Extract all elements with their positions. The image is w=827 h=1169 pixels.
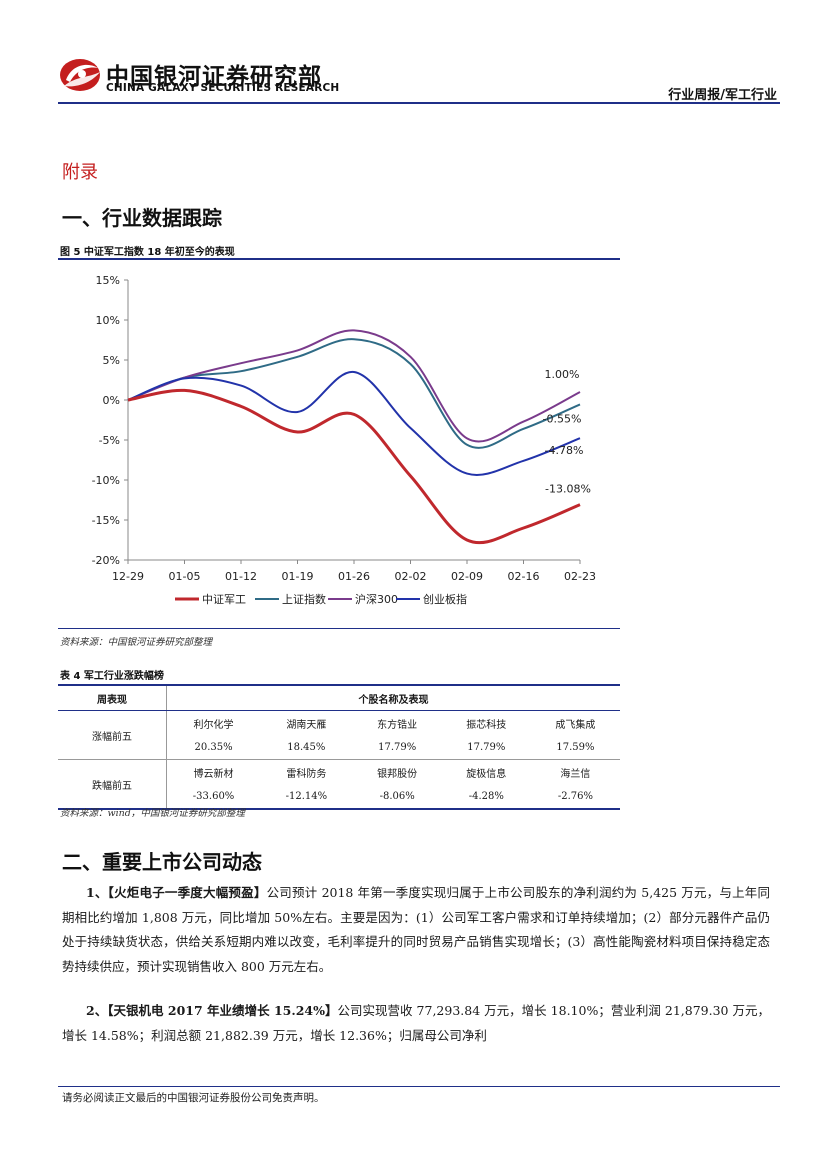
series-line-0	[127, 388, 581, 545]
stock-name: 成飞集成	[555, 719, 596, 731]
stock-change: 17.79%	[352, 735, 442, 760]
brand-name-cn: 中国银河证券研究部	[106, 64, 322, 90]
stock-change: 17.59%	[530, 735, 620, 760]
table-row: 跌幅前五 博云新材 雷科防务 银邦股份 旋极信息 海兰信	[58, 759, 620, 810]
y-tick-label: 5%	[103, 354, 120, 367]
header-divider	[58, 102, 780, 104]
stock-name: 振芯科技	[466, 719, 507, 731]
stock-name: 海兰信	[560, 768, 591, 780]
series-end-label: -13.08%	[545, 483, 591, 496]
series-line-1	[127, 338, 581, 449]
stock-name: 旋极信息	[466, 768, 507, 780]
news-item-2-body: 公司实现营收 77,293.84 万元，增长 18.10%；营业利润 21,87…	[62, 1003, 770, 1043]
y-tick-label: 15%	[96, 274, 120, 287]
report-category: 行业周报/军工行业	[668, 88, 777, 103]
stock-name: 东方锆业	[377, 719, 418, 731]
index-performance-chart: 15% 10% 5% 0% -5% -10% -15% -20% 12-29 01-05 01-12…	[92, 274, 596, 606]
y-tick-label: -10%	[92, 474, 120, 487]
figure-top-rule	[58, 258, 620, 260]
x-tick-label: 01-05	[169, 570, 201, 583]
x-tick-label: 01-12	[225, 570, 257, 583]
news-item-1: 1、【火炬电子一季度大幅预盈】公司预计 2018 年第一季度实现归属于上市公司股…	[62, 881, 770, 979]
y-tick-label: 10%	[96, 314, 120, 327]
stock-name: 博云新材	[193, 768, 234, 780]
brand-name-en: CHINA GALAXY SECURITIES RESEARCH	[106, 82, 340, 94]
header-week-performance: 周表现	[58, 685, 167, 711]
section-title-company-news: 二、重要上市公司动态	[62, 850, 262, 874]
table-header-row: 周表现 个股名称及表现	[58, 685, 620, 711]
news-item-1-headline: 1、【火炬电子一季度大幅预盈】	[86, 885, 267, 900]
row-label-gainers: 涨幅前五	[58, 710, 167, 760]
stock-change: -2.76%	[530, 784, 620, 810]
stock-name: 利尔化学	[193, 719, 234, 731]
stock-change: -4.28%	[441, 784, 531, 810]
header-stock-names: 个股名称及表现	[166, 685, 620, 711]
x-tick-label: 02-23	[564, 570, 596, 583]
figure-bottom-rule	[58, 628, 620, 629]
x-tick-label: 02-16	[508, 570, 540, 583]
x-tick-label: 02-09	[451, 570, 483, 583]
legend-label: 创业板指	[423, 592, 467, 606]
section-title-industry-data: 一、行业数据跟踪	[62, 206, 222, 230]
news-item-2: 2、【天银机电 2017 年业绩增长 15.24%】公司实现营收 77,293.…	[62, 999, 770, 1048]
legend-label: 沪深300	[355, 592, 398, 606]
stock-change: 20.35%	[166, 735, 261, 760]
table-row: 20.35% 18.45% 17.79% 17.79% 17.59%	[58, 735, 620, 760]
y-tick-label: -15%	[92, 514, 120, 527]
x-tick-label: 01-26	[338, 570, 370, 583]
x-tick-label: 12-29	[112, 570, 144, 583]
series-end-label: -4.78%	[545, 444, 584, 457]
y-tick-label: -5%	[99, 434, 120, 447]
series-line-2	[127, 329, 581, 443]
footer-divider	[58, 1086, 780, 1087]
figure-source: 资料来源：中国银河证券研究部整理	[60, 637, 213, 648]
legend-label: 中证军工	[202, 593, 246, 606]
news-item-1-body: 公司预计 2018 年第一季度实现归属于上市公司股东的净利润约为 5,425 万…	[62, 885, 770, 974]
series-end-label: -0.55%	[543, 412, 582, 425]
table-caption: 表 4 军工行业涨跌幅榜	[60, 671, 164, 682]
series-line-3	[127, 370, 581, 476]
table-row: 涨幅前五 利尔化学 湖南天雁 东方锆业 振芯科技 成飞集成	[58, 710, 620, 760]
appendix-label: 附录	[62, 162, 98, 183]
y-tick-label: 0%	[103, 394, 120, 407]
news-item-2-headline: 2、【天银机电 2017 年业绩增长 15.24%】	[86, 1003, 338, 1018]
y-tick-label: -20%	[92, 554, 120, 567]
stock-change: 17.79%	[441, 735, 531, 760]
stock-name: 银邦股份	[377, 768, 418, 780]
row-label-losers: 跌幅前五	[58, 759, 167, 810]
galaxy-logo-icon	[60, 59, 100, 91]
stock-name: 湖南天雁	[286, 719, 327, 731]
stock-change: -33.60%	[166, 784, 261, 810]
table-source: 资料来源：wind，中国银河证券研究部整理	[60, 808, 245, 819]
x-tick-label: 01-19	[282, 570, 314, 583]
stock-name: 雷科防务	[286, 768, 327, 780]
stock-change: 18.45%	[260, 735, 353, 760]
series-end-label: 1.00%	[545, 368, 580, 381]
figure-caption: 图 5 中证军工指数 18 年初至今的表现	[60, 247, 235, 258]
stock-change: -8.06%	[352, 784, 442, 810]
footer-disclaimer: 请务必阅读正文最后的中国银河证券股份公司免责声明。	[62, 1092, 325, 1104]
x-tick-label: 02-02	[395, 570, 427, 583]
stock-change: -12.14%	[260, 784, 353, 810]
table-row: -33.60% -12.14% -8.06% -4.28% -2.76%	[58, 784, 620, 810]
legend-label: 上证指数	[282, 592, 326, 606]
stock-performance-table: 周表现 个股名称及表现 涨幅前五 利尔化学 湖南天雁 东方锆业 振芯科技 成飞集…	[58, 684, 620, 810]
